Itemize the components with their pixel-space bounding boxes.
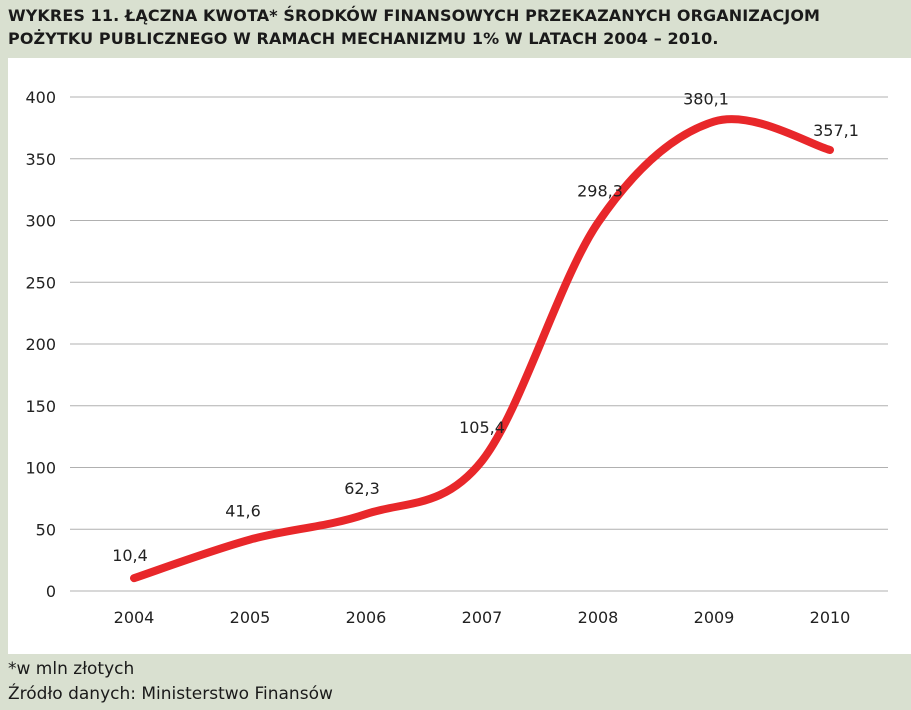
y-tick-label: 0 bbox=[46, 582, 56, 601]
footnote: *w mln złotych bbox=[8, 659, 135, 679]
x-tick-label: 2009 bbox=[694, 608, 735, 627]
grid-lines bbox=[70, 96, 888, 592]
x-tick-label: 2007 bbox=[462, 608, 503, 627]
data-label: 10,4 bbox=[112, 546, 148, 565]
x-tick-label: 2008 bbox=[578, 608, 619, 627]
y-tick-label: 100 bbox=[25, 459, 56, 478]
y-tick-label: 250 bbox=[25, 273, 56, 292]
x-axis-ticks: 2004 2005 2006 2007 2008 2009 2010 bbox=[114, 608, 851, 627]
data-label: 62,3 bbox=[344, 479, 380, 498]
x-tick-label: 2010 bbox=[810, 608, 851, 627]
data-label: 41,6 bbox=[225, 502, 261, 521]
y-tick-label: 400 bbox=[25, 88, 56, 107]
chart-title: WYKRES 11. ŁĄCZNA KWOTA* ŚRODKÓW FINANSO… bbox=[8, 6, 821, 48]
x-tick-label: 2006 bbox=[346, 608, 387, 627]
data-label: 105,4 bbox=[459, 418, 505, 437]
chart-panel: 0 50 100 150 200 250 300 350 400 2004 2005 2006 200… bbox=[8, 58, 911, 654]
x-tick-label: 2004 bbox=[114, 608, 155, 627]
data-label: 380,1 bbox=[683, 90, 729, 109]
series-line bbox=[130, 115, 834, 583]
y-tick-label: 300 bbox=[25, 212, 56, 231]
data-label: 357,1 bbox=[813, 121, 859, 140]
series-layer bbox=[130, 115, 834, 583]
data-label: 298,3 bbox=[577, 182, 623, 201]
y-tick-label: 350 bbox=[25, 150, 56, 169]
y-axis-ticks: 0 50 100 150 200 250 300 350 400 bbox=[25, 88, 56, 601]
y-tick-label: 50 bbox=[36, 520, 56, 539]
x-tick-label: 2005 bbox=[230, 608, 271, 627]
source-note: Źródło danych: Ministerstwo Finansów bbox=[8, 684, 333, 704]
y-tick-label: 200 bbox=[25, 335, 56, 354]
data-labels: 10,4 41,6 62,3 105,4 298,3 380,1 357,1 bbox=[112, 90, 859, 566]
y-tick-label: 150 bbox=[25, 397, 56, 416]
